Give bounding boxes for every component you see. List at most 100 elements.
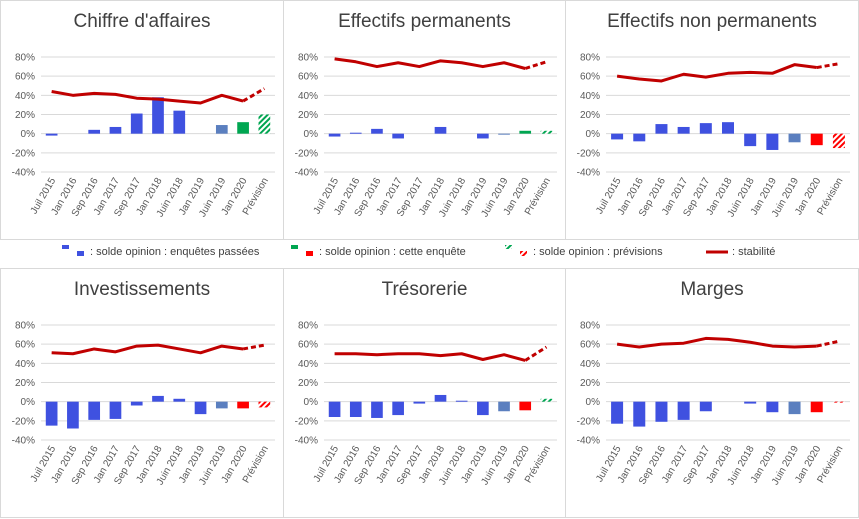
legend-label: : solde opinion : enquêtes passées [90, 246, 260, 258]
bar [810, 401, 823, 413]
bar [392, 133, 404, 139]
stability-line [334, 352, 526, 362]
bar [237, 122, 249, 134]
bar [633, 401, 646, 427]
legend-swatch-line [706, 250, 728, 254]
stability-line [334, 57, 526, 70]
bar [832, 401, 845, 403]
bar [540, 130, 553, 134]
y-tick-label: -20% [577, 416, 600, 427]
chart-title: Marges [680, 279, 744, 300]
legend-swatch-current [291, 245, 313, 256]
y-tick-label: 0% [586, 129, 601, 140]
y-tick-label: 60% [15, 72, 35, 83]
stability-line [616, 63, 817, 83]
y-tick-label: 60% [580, 72, 600, 83]
chart-panel-1: Chiffre d'affaires 80% 60% 40% 20% 0% -20% -40… [0, 0, 284, 240]
bar [173, 110, 186, 134]
bar [45, 133, 58, 136]
bar [611, 401, 624, 424]
legend-swatch-forecast [505, 245, 527, 256]
y-tick-label: -20% [12, 148, 35, 159]
chart-title: Trésorerie [381, 279, 468, 300]
bar [788, 401, 801, 415]
legend: : solde opinion : enquêtes passées : sol… [0, 240, 859, 268]
bar [67, 401, 79, 429]
y-tick-label: 60% [580, 340, 600, 351]
bar [349, 132, 362, 134]
legend-swatch-past [62, 245, 84, 256]
stability-line-forecast [524, 345, 548, 362]
y-tick-label: 40% [15, 91, 35, 102]
chart-title: Effectifs permanents [338, 11, 511, 32]
y-tick-label: 0% [21, 129, 36, 140]
bar [519, 130, 532, 134]
bar [519, 401, 532, 411]
y-tick-label: 60% [15, 340, 35, 351]
bar [788, 133, 801, 143]
bar [477, 133, 489, 139]
bar [173, 398, 186, 402]
bar [744, 401, 757, 404]
bar [152, 395, 164, 402]
bar [677, 126, 690, 134]
bar [152, 97, 164, 134]
bar [699, 123, 712, 134]
y-tick-label: -40% [577, 436, 600, 447]
bar [215, 401, 228, 409]
bar [258, 114, 271, 134]
bar [328, 133, 341, 137]
y-tick-label: 20% [580, 378, 600, 389]
y-tick-label: 40% [298, 359, 318, 370]
y-tick-label: -20% [295, 148, 318, 159]
y-tick-label: 80% [298, 53, 318, 64]
bar [392, 401, 404, 416]
chart-panel-2: Effectifs permanents 80% 60% 40% 20% 0% -20% -… [283, 0, 566, 240]
y-tick-label: 80% [15, 53, 35, 64]
y-tick-label: -40% [12, 436, 35, 447]
chart-title: Chiffre d'affaires [73, 11, 211, 32]
y-tick-label: 80% [15, 321, 35, 332]
bar [130, 113, 143, 134]
stability-line-forecast [242, 343, 265, 351]
chart-panel-4: Investissements 80% 60% 40% 20% 0% -20% -40% Ju… [0, 268, 284, 518]
chart-title: Effectifs non permanents [607, 11, 817, 32]
y-tick-label: 40% [580, 91, 600, 102]
stability-line-forecast [242, 87, 266, 103]
stability-line-forecast [816, 62, 840, 70]
bar [810, 133, 823, 146]
chart-panel-3: Effectifs non permanents 80% 60% 40% 20% 0% -… [565, 0, 859, 240]
y-tick-label: 60% [298, 72, 318, 83]
y-tick-label: -40% [295, 168, 318, 179]
bar [766, 401, 779, 413]
y-tick-label: -40% [577, 168, 600, 179]
y-tick-label: 80% [580, 321, 600, 332]
bar [455, 400, 468, 402]
bar [766, 133, 779, 150]
y-tick-label: 20% [15, 378, 35, 389]
bar [88, 401, 101, 420]
bar [498, 133, 510, 135]
y-tick-label: 40% [298, 91, 318, 102]
legend-label: : solde opinion : cette enquête [319, 246, 466, 258]
bar [349, 401, 362, 417]
bar [371, 128, 383, 134]
bar [413, 401, 426, 404]
stability-line [51, 90, 244, 105]
y-tick-label: 80% [580, 53, 600, 64]
legend-label: : solde opinion : prévisions [533, 246, 663, 258]
chart-panel-5: Trésorerie 80% 60% 40% 20% 0% -20% -40% Juil 20… [283, 268, 566, 518]
y-tick-label: 0% [304, 129, 319, 140]
y-tick-label: 0% [304, 397, 319, 408]
y-tick-label: 40% [15, 359, 35, 370]
y-tick-label: 80% [298, 321, 318, 332]
bar [677, 401, 690, 420]
y-tick-label: 20% [580, 110, 600, 121]
y-tick-label: 20% [298, 378, 318, 389]
bar [215, 125, 228, 134]
